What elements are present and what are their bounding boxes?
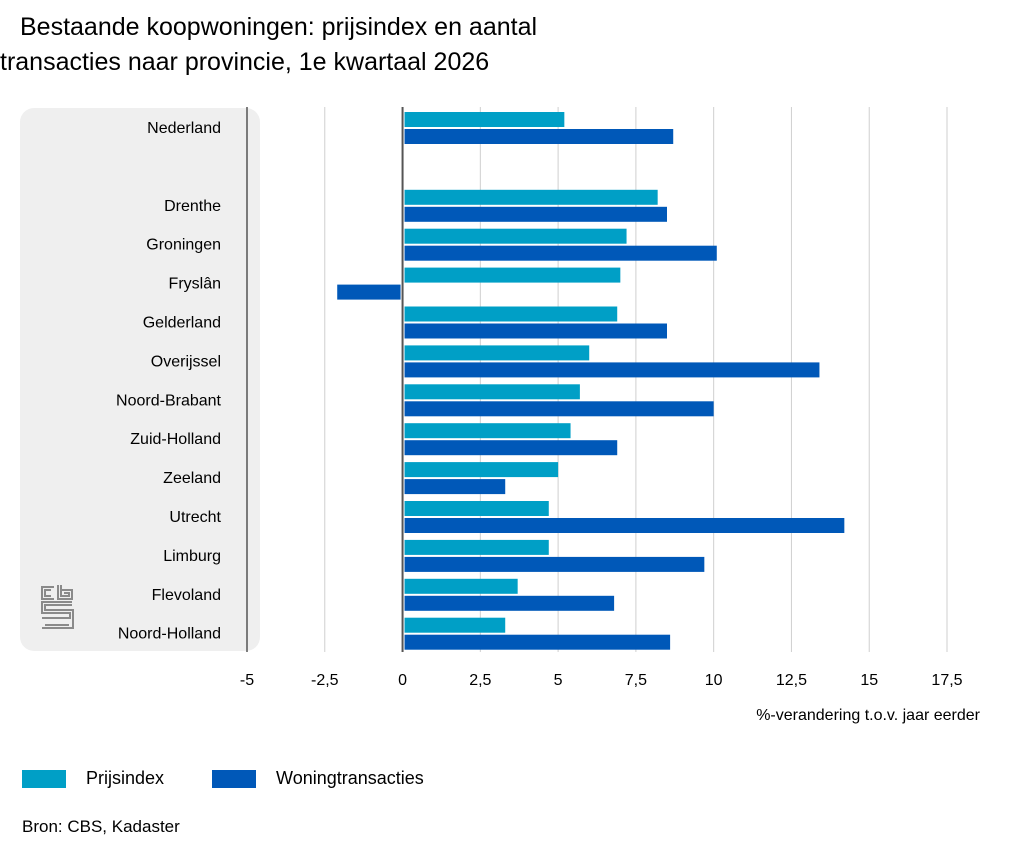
- category-label: Flevoland: [152, 587, 221, 604]
- x-tick-labels: -5 -2,5 0 2,5 5 7,5 10 12,5 15 17,5: [240, 672, 963, 689]
- chart-title: Bestaande koopwoningen: prijsindex en aa…: [0, 10, 700, 80]
- bar-woningtransacties-gelderland: [404, 323, 667, 339]
- cbs-logo-icon: [41, 585, 74, 629]
- x-tick-label: 7,5: [625, 672, 647, 689]
- bar-woningtransacties-zeeland: [404, 479, 506, 495]
- bar-woningtransacties-flevoland: [404, 595, 615, 611]
- x-tick-label: 5: [554, 672, 563, 689]
- category-label: Nederland: [147, 120, 221, 137]
- category-label: Zuid-Holland: [130, 431, 221, 448]
- bar-prijsindex-overijssel: [404, 345, 590, 361]
- category-label: Fryslân: [169, 276, 221, 293]
- bar-prijsindex-drenthe: [404, 189, 658, 205]
- bar-prijsindex-gelderland: [404, 306, 618, 322]
- legend-item-woningtransacties: Woningtransacties: [212, 768, 424, 789]
- x-tick-label: 0: [398, 672, 407, 689]
- legend-item-prijsindex: Prijsindex: [22, 768, 164, 789]
- bar-prijsindex-flevoland: [404, 578, 518, 594]
- bar-woningtransacties-nederland: [404, 129, 674, 144]
- x-tick-label: 17,5: [931, 672, 962, 689]
- bar-woningtransacties-limburg: [404, 556, 705, 572]
- bar-woningtransacties-noord-holland: [404, 634, 671, 650]
- bar-prijsindex-nederland: [404, 112, 565, 127]
- category-label: Gelderland: [143, 315, 221, 332]
- x-tick-label: -2,5: [311, 672, 339, 689]
- bar-woningtransacties-zuid-holland: [404, 440, 618, 456]
- bar-woningtransacties-overijssel: [404, 362, 820, 378]
- category-label: Noord-Brabant: [116, 392, 222, 409]
- bar-prijsindex-fryslân: [404, 267, 621, 283]
- bar-woningtransacties-fryslân: [337, 284, 401, 300]
- x-tick-label: -5: [240, 672, 254, 689]
- bar-prijsindex-noord-brabant: [404, 384, 580, 400]
- category-label: Noord-Holland: [118, 626, 221, 643]
- legend-swatch-woningtransacties: [212, 769, 257, 788]
- bar-woningtransacties-groningen: [404, 245, 717, 261]
- bar-prijsindex-zuid-holland: [404, 423, 571, 439]
- category-label: Utrecht: [169, 509, 221, 526]
- category-label: Drenthe: [164, 198, 221, 215]
- chart-title-line-2: transacties naar provincie, 1e kwartaal …: [0, 48, 490, 76]
- legend-swatch-prijsindex: [22, 769, 66, 788]
- category-label: Limburg: [163, 548, 221, 565]
- category-label: Overijssel: [151, 353, 221, 370]
- bar-prijsindex-limburg: [404, 539, 549, 555]
- x-tick-label: 2,5: [469, 672, 491, 689]
- legend: Prijsindex Woningtransacties: [22, 768, 472, 789]
- source-note: Bron: CBS, Kadaster: [22, 817, 180, 836]
- x-tick-label: 10: [705, 672, 723, 689]
- bar-woningtransacties-utrecht: [404, 518, 845, 533]
- legend-label-prijsindex: Prijsindex: [86, 768, 165, 788]
- bars: [337, 112, 845, 650]
- x-tick-label: 15: [860, 672, 878, 689]
- chart-title-line-1: Bestaande koopwoningen: prijsindex en aa…: [20, 13, 538, 41]
- bar-prijsindex-utrecht: [404, 501, 549, 516]
- category-labels: Nederland Drenthe Groningen Fryslân Gelderla…: [116, 120, 222, 643]
- bar-woningtransacties-noord-brabant: [404, 401, 714, 417]
- x-axis-title: %-verandering t.o.v. jaar eerder: [756, 707, 980, 724]
- x-tick-label: 12,5: [776, 672, 807, 689]
- bar-woningtransacties-drenthe: [404, 206, 667, 222]
- bar-chart: Nederland Drenthe Groningen Fryslân Gelderla…: [20, 107, 981, 724]
- bar-prijsindex-zeeland: [404, 462, 559, 478]
- category-panel: [20, 108, 260, 651]
- category-label: Zeeland: [163, 470, 221, 487]
- category-label: Groningen: [146, 237, 221, 254]
- legend-label-woningtransacties: Woningtransacties: [276, 768, 424, 788]
- bar-prijsindex-groningen: [404, 228, 627, 244]
- bar-prijsindex-noord-holland: [404, 617, 506, 633]
